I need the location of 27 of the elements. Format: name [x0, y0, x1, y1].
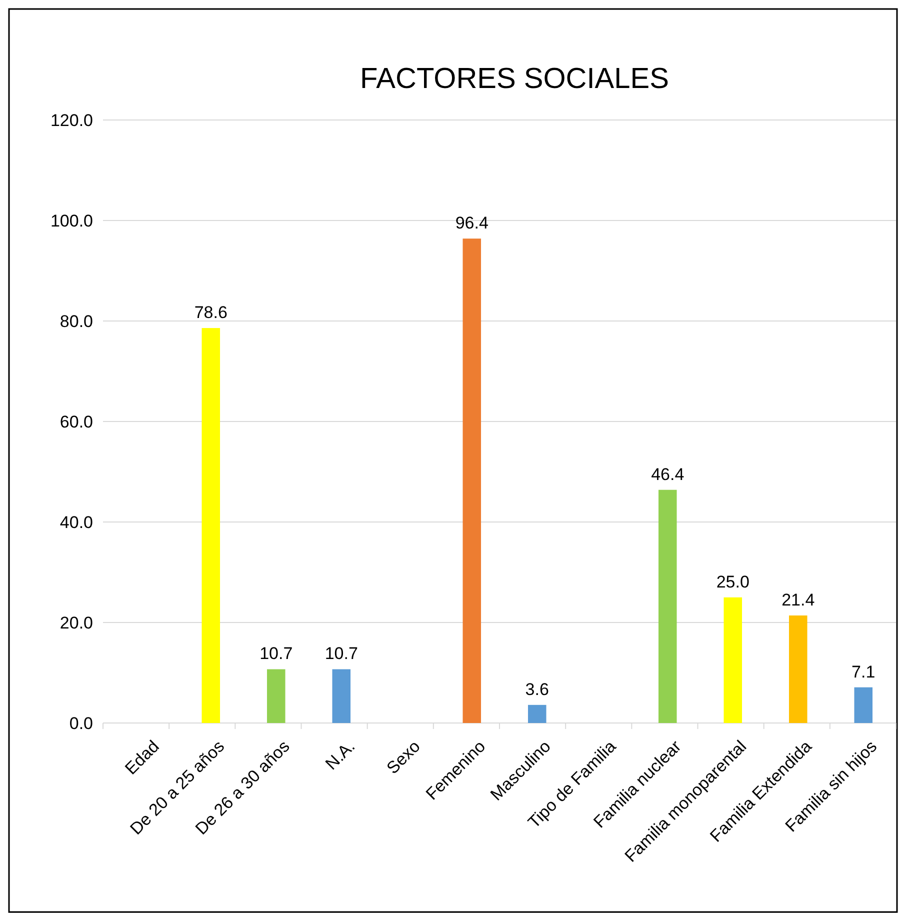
- data-label: 3.6: [525, 680, 549, 699]
- x-tick-label: N.A.: [322, 736, 359, 774]
- data-label: 7.1: [852, 662, 876, 682]
- data-label: 96.4: [455, 214, 488, 233]
- bar: [788, 615, 808, 723]
- y-tick-label: 0.0: [69, 714, 93, 733]
- y-tick-label: 20.0: [60, 613, 93, 632]
- y-tick-label: 80.0: [60, 312, 93, 331]
- y-tick-label: 60.0: [60, 412, 93, 432]
- data-label: 78.6: [194, 303, 228, 322]
- data-label: 25.0: [716, 572, 750, 592]
- data-label: 46.4: [651, 464, 684, 484]
- data-label: 10.7: [324, 644, 358, 664]
- bar: [332, 669, 351, 723]
- bar: [724, 597, 742, 723]
- y-tick-label: 100.0: [50, 211, 93, 230]
- bar: [658, 490, 677, 723]
- data-label: 21.4: [782, 590, 815, 610]
- bar: [462, 238, 482, 723]
- bar: [528, 704, 546, 723]
- bar: [266, 669, 286, 723]
- y-tick-label: 40.0: [60, 512, 93, 532]
- bar: [202, 328, 220, 723]
- chart-title: FACTORES SOCIALES: [360, 63, 669, 95]
- bar: [854, 687, 873, 723]
- data-label: 10.7: [260, 644, 293, 664]
- y-tick-label: 120.0: [50, 110, 93, 130]
